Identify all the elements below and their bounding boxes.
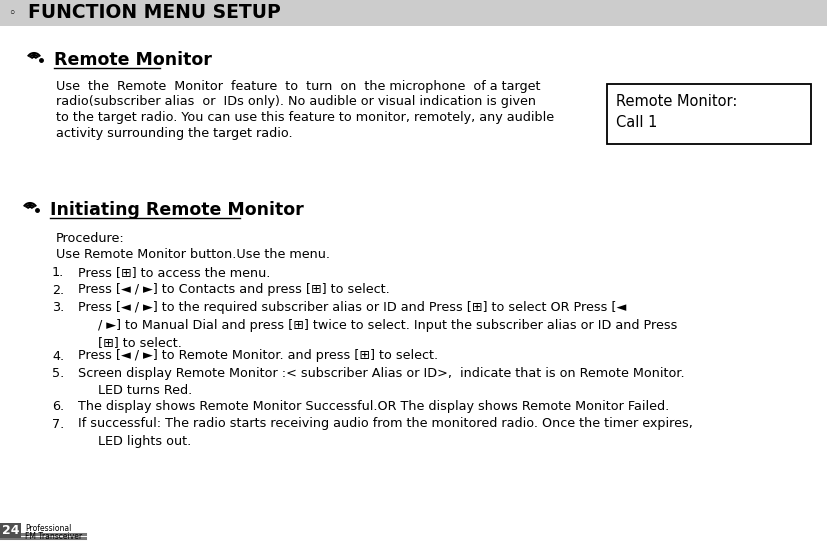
FancyBboxPatch shape: [0, 523, 21, 538]
Text: Press [◄ / ►] to Remote Monitor. and press [⊞] to select.: Press [◄ / ►] to Remote Monitor. and pre…: [78, 350, 438, 363]
Text: Use Remote Monitor button.Use the menu.: Use Remote Monitor button.Use the menu.: [56, 248, 330, 261]
Text: Professional: Professional: [25, 524, 71, 533]
Text: Remote Monitor: Remote Monitor: [54, 51, 212, 69]
Text: Press [⊞] to access the menu.: Press [⊞] to access the menu.: [78, 266, 270, 279]
Text: ◦: ◦: [8, 7, 16, 19]
Text: 4.: 4.: [52, 350, 65, 363]
Text: FUNCTION MENU SETUP: FUNCTION MENU SETUP: [28, 3, 280, 22]
Text: Call 1: Call 1: [616, 115, 657, 130]
Text: Remote Monitor:: Remote Monitor:: [616, 94, 738, 109]
Text: If successful: The radio starts receiving audio from the monitored radio. Once t: If successful: The radio starts receivin…: [78, 418, 693, 448]
Text: radio(subscriber alias  or  IDs only). No audible or visual indication is given: radio(subscriber alias or IDs only). No …: [56, 96, 536, 108]
Text: 3.: 3.: [52, 301, 65, 314]
Text: 1.: 1.: [52, 266, 65, 279]
Text: FM Transceiver: FM Transceiver: [25, 532, 82, 541]
Text: Procedure:: Procedure:: [56, 232, 125, 245]
Text: Initiating Remote Monitor: Initiating Remote Monitor: [50, 201, 304, 219]
Text: Use  the  Remote  Monitor  feature  to  turn  on  the microphone  of a target: Use the Remote Monitor feature to turn o…: [56, 80, 541, 93]
Text: Screen display Remote Monitor :< subscriber Alias or ID>,  indicate that is on R: Screen display Remote Monitor :< subscri…: [78, 367, 685, 398]
Text: 7.: 7.: [52, 418, 65, 430]
FancyBboxPatch shape: [607, 84, 811, 144]
Text: 24: 24: [2, 524, 19, 538]
Text: Press [◄ / ►] to the required subscriber alias or ID and Press [⊞] to select OR : Press [◄ / ►] to the required subscriber…: [78, 301, 677, 349]
Text: 6.: 6.: [52, 400, 65, 413]
Bar: [0, 0, 827, 26]
Text: 5.: 5.: [52, 367, 65, 380]
Text: activity surrounding the target radio.: activity surrounding the target radio.: [56, 127, 293, 140]
Text: 2.: 2.: [52, 284, 65, 296]
Text: to the target radio. You can use this feature to monitor, remotely, any audible: to the target radio. You can use this fe…: [56, 111, 554, 124]
Text: The display shows Remote Monitor Successful.OR The display shows Remote Monitor : The display shows Remote Monitor Success…: [78, 400, 669, 413]
Text: Press [◄ / ►] to Contacts and press [⊞] to select.: Press [◄ / ►] to Contacts and press [⊞] …: [78, 284, 390, 296]
